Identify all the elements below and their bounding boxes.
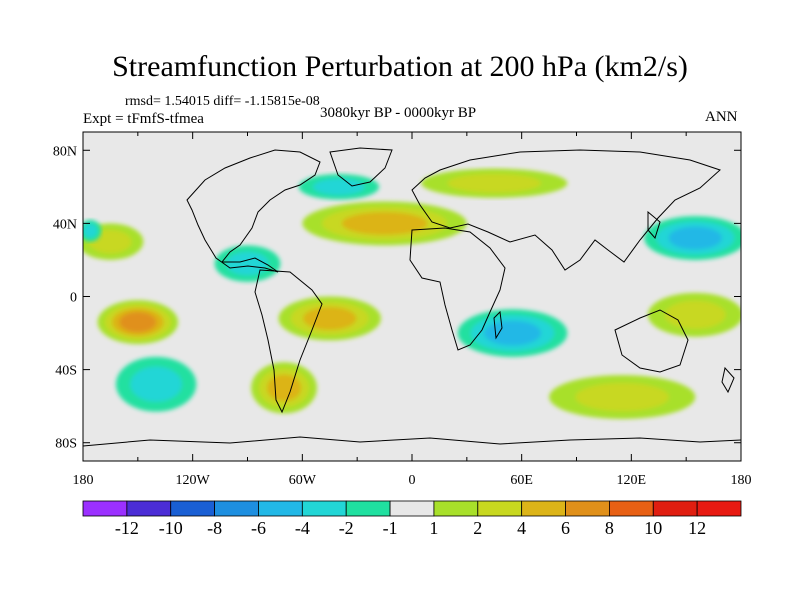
y-tick-label: 40S [55,364,77,379]
coastline-madagascar [493,310,503,340]
axes-layer: 180 120W 60W 0 60E 120E 180 80N 40N 0 40S 80S [53,132,752,488]
field-pacific-west-negative [83,219,102,242]
field-contour [484,320,542,346]
colorbar-swatch [301,500,347,517]
field-eurasia-positive [421,168,568,198]
colorbar-swatch [126,500,172,517]
rmsd-stats: rmsd= 1.54015 diff= -1.15815e-08 [125,94,320,109]
coastline-layer [83,147,741,447]
field-south-america-positive [278,296,381,341]
colorbar-swatch [170,500,216,517]
field-contour [303,307,357,330]
colorbar-label: 6 [561,518,570,538]
x-tick-label: 180 [73,473,94,488]
colorbar-swatch [258,500,303,517]
colorbar-swatch [652,500,698,517]
experiment-label: Expt = tFmfS-tfmea [83,111,204,127]
coastline-antarctica [83,436,741,447]
colorbar-label: 4 [517,518,526,538]
coastline-greenland [329,147,393,187]
colorbar-swatch [477,500,523,517]
period-label: 3080kyr BP - 0000kyr BP [320,105,477,121]
x-tick-label: 60W [289,473,317,488]
colorbar-label: -8 [207,518,222,538]
colorbar-label: 10 [644,518,662,538]
season-label: ANN [705,109,738,125]
coastline-south-america [254,269,323,414]
colorbar-label: 1 [429,518,438,538]
colorbar-swatch [214,500,259,517]
y-tick-label: 0 [70,291,77,306]
colorbar-label: -6 [251,518,266,538]
y-tick-label: 40N [53,217,77,232]
colorbar-label: -4 [295,518,310,538]
field-contour [83,223,98,238]
colorbar-label: -2 [339,518,354,538]
field-contour [313,178,365,196]
colorbar-label: -10 [159,518,183,538]
field-indian-ocean-negative [457,309,568,357]
colorbar: -12 -10 -8 -6 -4 -2 -1 1 2 4 6 8 10 12 [82,500,742,538]
colorbar-swatch [696,500,742,517]
field-contour [119,311,157,333]
field-northwest-pacific-negative [644,216,741,260]
y-tick-label: 80S [55,437,77,452]
coastline-north-america [186,149,321,273]
field-southwest-pacific-positive [647,292,741,337]
colorbar-label: -12 [115,518,139,538]
x-tick-label: 180 [731,473,752,488]
field-contour [447,173,542,193]
x-tick-label: 0 [409,473,416,488]
coastline-japan [647,210,661,240]
colorbar-label: 8 [605,518,614,538]
field-contour [341,211,428,235]
x-tick-label: 120E [617,473,647,488]
colorbar-swatch [609,500,654,517]
colorbar-label: 2 [473,518,482,538]
colorbar-swatch [521,500,566,517]
chart-title: Streamfunction Perturbation at 200 hPa (… [112,50,688,83]
colorbar-swatch [433,500,479,517]
field-contour [266,374,302,402]
coastline-africa [409,227,506,351]
colorbar-swatch [389,500,435,517]
field-contour [130,366,182,402]
field-southeast-pacific-negative [115,356,197,412]
field-greenland-negative [298,174,380,200]
colorbar-label: -1 [383,518,398,538]
coastline-australia [614,309,689,373]
x-tick-label: 120W [176,473,211,488]
field-contour [664,300,726,329]
y-tick-label: 80N [53,144,77,159]
field-caribbean-negative [214,245,281,282]
coastline-new-zealand [721,366,735,394]
field-atlantic-positive [302,201,467,246]
x-tick-label: 60E [510,473,533,488]
field-contour [575,382,669,412]
colorbar-label: 12 [688,518,706,538]
colorbar-swatch [345,500,391,517]
colorbar-swatch [82,500,128,517]
field-contour [226,251,269,276]
field-south-pacific-positive [97,300,179,345]
field-layer [83,168,741,419]
field-southern-ocean-positive [549,375,696,419]
field-contour [668,226,722,250]
coastline-eurasia [411,149,721,271]
colorbar-swatch [565,500,610,517]
